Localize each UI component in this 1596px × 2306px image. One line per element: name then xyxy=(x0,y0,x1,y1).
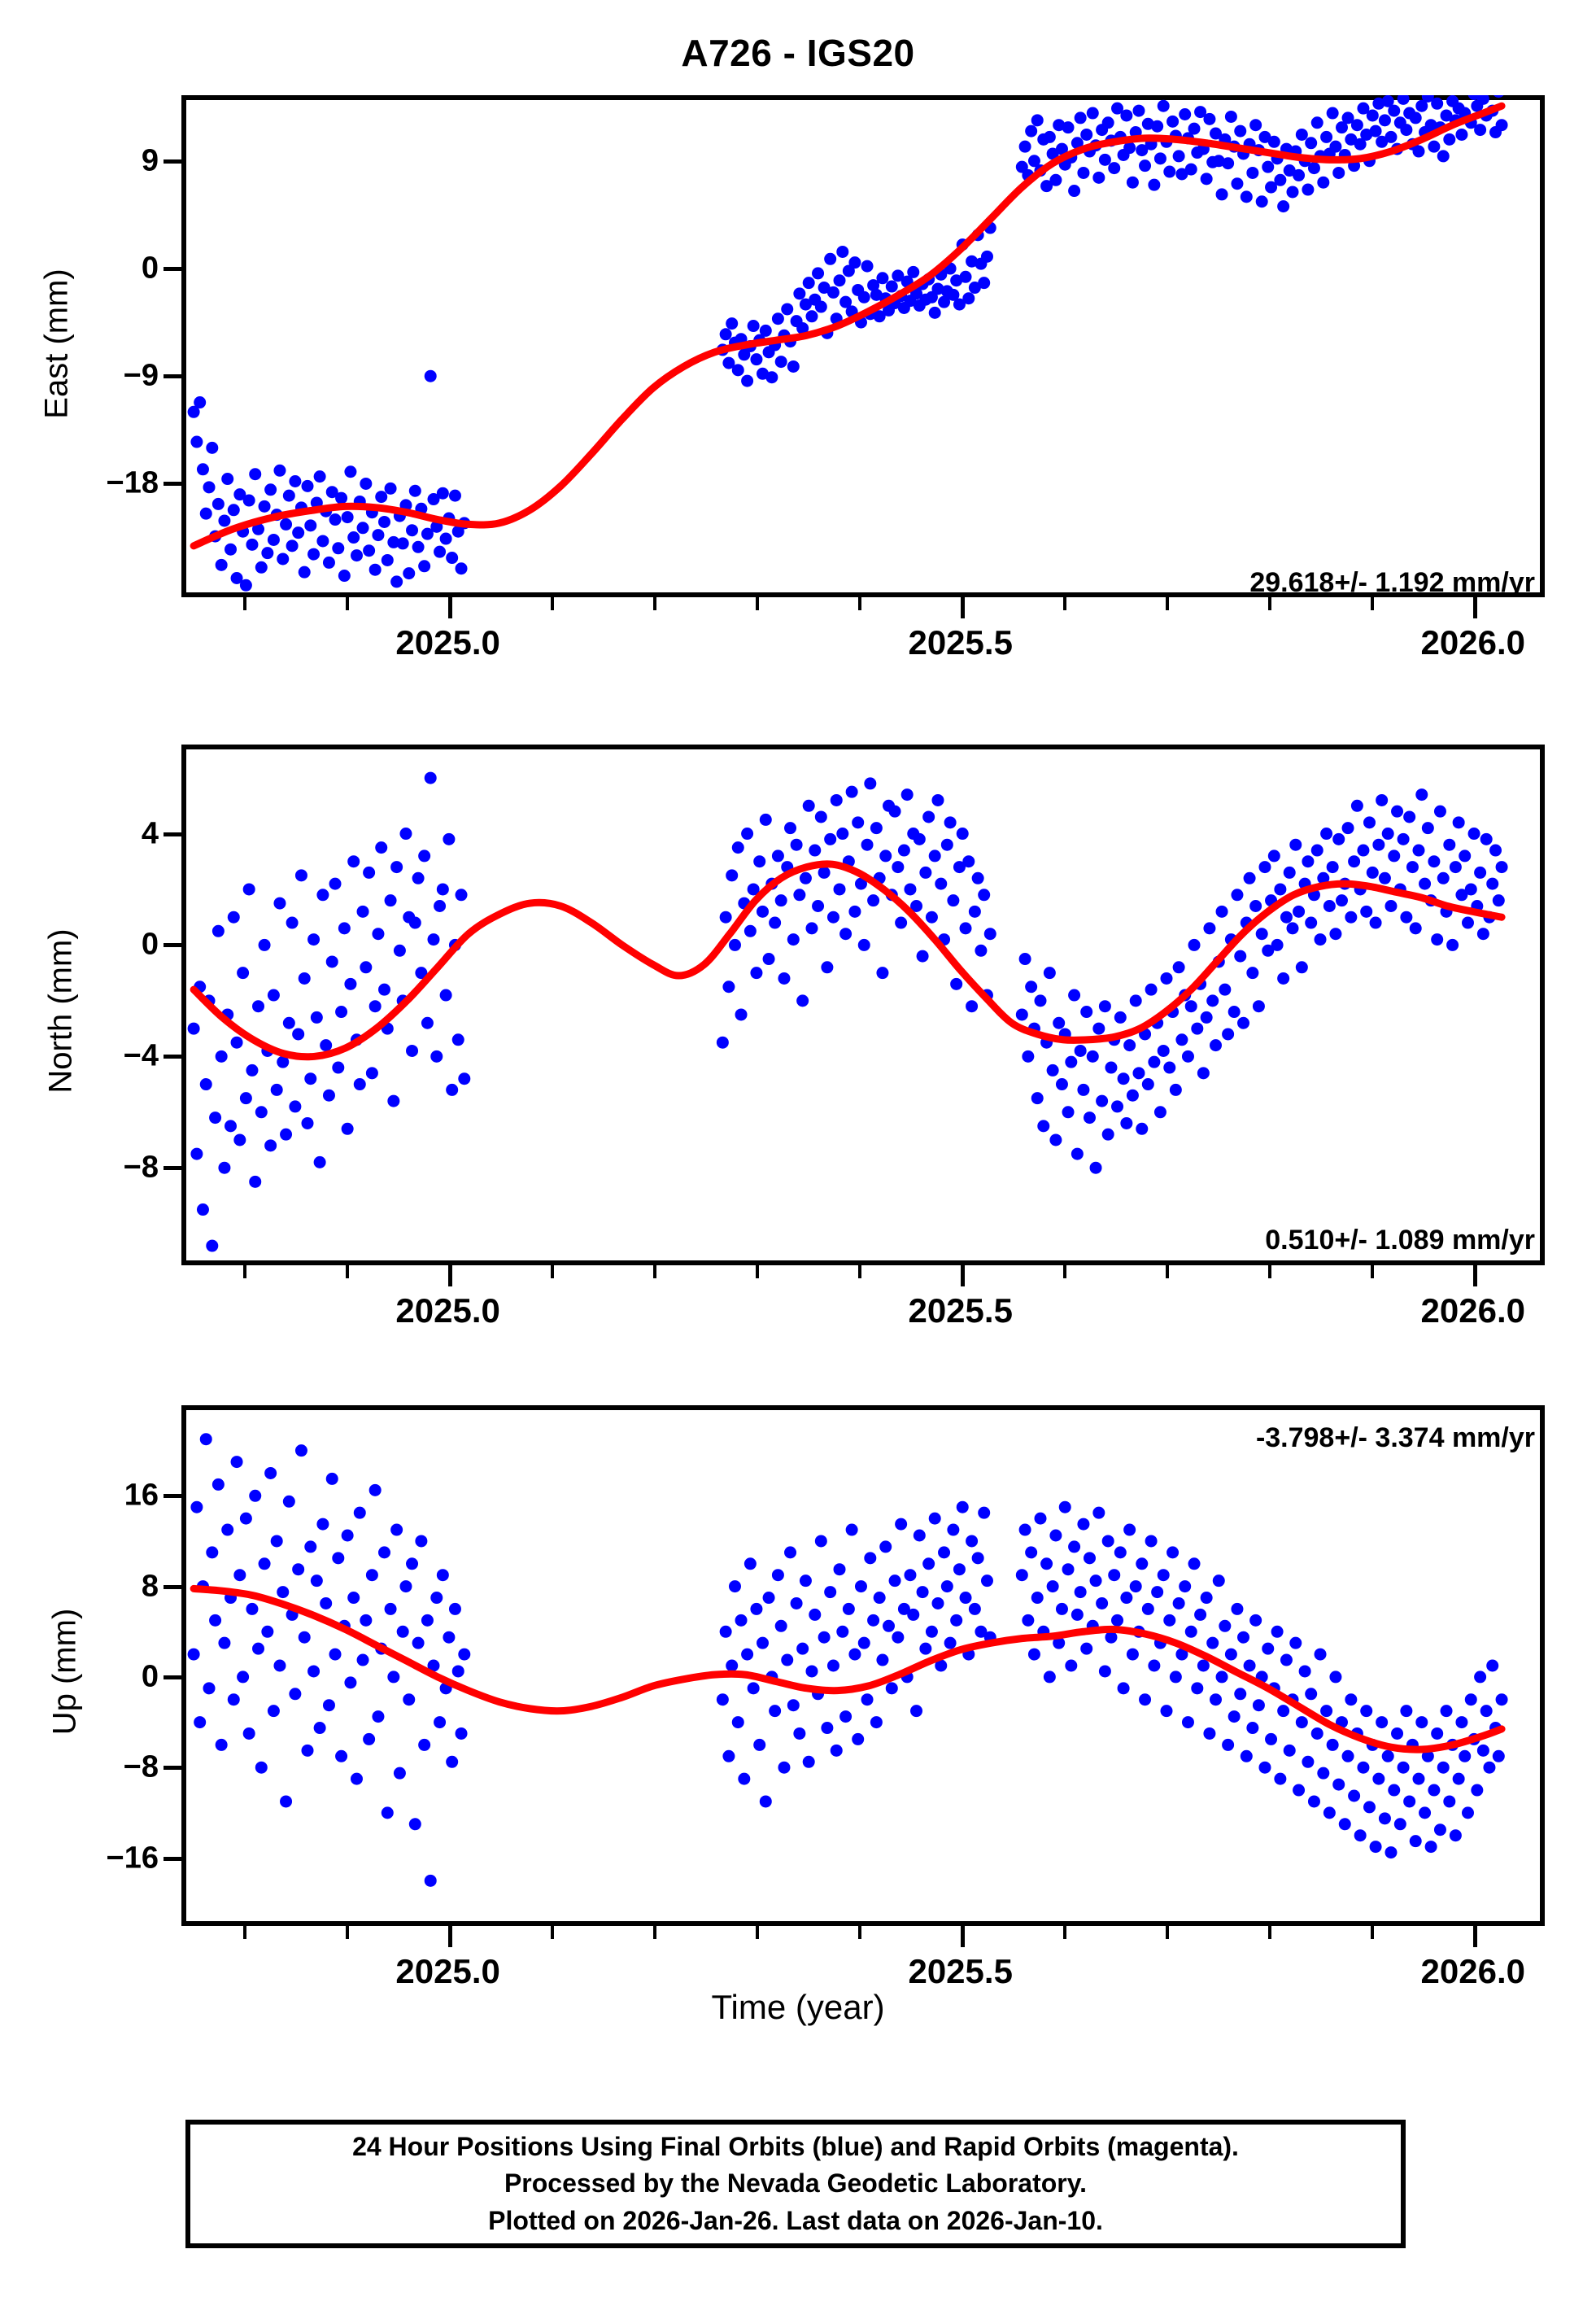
xtick-label-up-1: 2025.5 xyxy=(908,1952,1013,1990)
ytick-label-up-0: 16 xyxy=(124,1478,159,1513)
ytick-label-east-0: 9 xyxy=(141,143,159,178)
xtick-major-east-2 xyxy=(1472,597,1477,618)
xtick-major-up-0 xyxy=(447,1926,452,1947)
xtick-label-east-2: 2026.0 xyxy=(1420,623,1526,662)
panel-north xyxy=(181,745,1545,1265)
axis-title-time: Time (year) xyxy=(711,1988,885,2026)
ytick-label-up-1: 8 xyxy=(141,1569,159,1604)
axis-title-up: Up (mm) xyxy=(46,1608,83,1736)
footer-line-2: Processed by the Nevada Geodetic Laborat… xyxy=(504,2168,1088,2199)
xtick-minor-north-6 xyxy=(1062,1265,1066,1278)
xtick-minor-north-4 xyxy=(755,1265,759,1278)
ytick-label-north-2: −4 xyxy=(123,1038,159,1073)
xtick-minor-up-9 xyxy=(1370,1926,1374,1939)
xtick-minor-north-2 xyxy=(550,1265,554,1278)
ytick-mark-east-0 xyxy=(164,159,181,164)
xtick-minor-north-5 xyxy=(857,1265,861,1278)
xtick-minor-up-3 xyxy=(652,1926,656,1939)
xtick-label-up-0: 2025.0 xyxy=(395,1952,500,1990)
ytick-label-east-2: −9 xyxy=(123,358,159,393)
data-points-up xyxy=(187,1433,1508,1887)
xtick-minor-up-6 xyxy=(1062,1926,1066,1939)
ytick-label-up-3: −8 xyxy=(123,1749,159,1784)
xtick-label-north-0: 2025.0 xyxy=(395,1291,500,1330)
xtick-major-north-2 xyxy=(1472,1265,1477,1286)
xtick-minor-north-3 xyxy=(652,1265,656,1278)
panel-up xyxy=(181,1405,1545,1926)
plot-area-north xyxy=(187,771,1508,1252)
xtick-minor-north-7 xyxy=(1165,1265,1169,1278)
rate-annotation-east: 29.618+/- 1.192 mm/yr xyxy=(1249,567,1535,598)
xtick-major-up-1 xyxy=(960,1926,965,1947)
xtick-minor-east-1 xyxy=(345,597,349,610)
xtick-major-up-2 xyxy=(1472,1926,1477,1947)
xtick-minor-up-5 xyxy=(857,1926,861,1939)
footer-line-1: 24 Hour Positions Using Final Orbits (bl… xyxy=(352,2131,1239,2161)
xtick-minor-east-6 xyxy=(1062,597,1066,610)
ytick-mark-up-0 xyxy=(164,1494,181,1499)
footer-caption-box: 24 Hour Positions Using Final Orbits (bl… xyxy=(185,2120,1406,2248)
fit-line-up xyxy=(190,1584,1506,1754)
ytick-label-east-1: 0 xyxy=(141,251,159,286)
footer-line-3: Plotted on 2026-Jan-26. Last data on 202… xyxy=(488,2205,1103,2235)
xtick-minor-east-7 xyxy=(1165,597,1169,610)
xtick-minor-east-4 xyxy=(755,597,759,610)
xtick-major-north-0 xyxy=(447,1265,452,1286)
xtick-minor-east-8 xyxy=(1267,597,1271,610)
page-title: A726 - IGS20 xyxy=(681,32,915,74)
ytick-mark-up-1 xyxy=(164,1584,181,1589)
ytick-mark-north-3 xyxy=(164,1166,181,1171)
plot-area-east xyxy=(187,95,1508,592)
xtick-major-east-0 xyxy=(447,597,452,618)
xtick-minor-east-0 xyxy=(242,597,246,610)
ytick-mark-east-1 xyxy=(164,267,181,271)
xtick-minor-up-8 xyxy=(1267,1926,1271,1939)
xtick-minor-north-9 xyxy=(1370,1265,1374,1278)
xtick-label-up-2: 2026.0 xyxy=(1420,1952,1526,1990)
fit-line-north xyxy=(190,860,1506,1061)
ytick-label-north-0: 4 xyxy=(141,816,159,851)
xtick-major-north-1 xyxy=(960,1265,965,1286)
panel-east xyxy=(181,95,1545,597)
ytick-mark-up-3 xyxy=(164,1766,181,1771)
plot-area-up xyxy=(187,1433,1508,1887)
ytick-mark-east-2 xyxy=(164,374,181,379)
xtick-minor-east-2 xyxy=(550,597,554,610)
xtick-minor-up-0 xyxy=(242,1926,246,1939)
xtick-minor-north-1 xyxy=(345,1265,349,1278)
axis-title-east: East (mm) xyxy=(38,269,75,419)
axis-title-north: North (mm) xyxy=(42,928,79,1094)
xtick-minor-north-8 xyxy=(1267,1265,1271,1278)
xtick-minor-up-7 xyxy=(1165,1926,1169,1939)
ytick-label-up-4: −16 xyxy=(106,1841,159,1876)
ytick-label-north-1: 0 xyxy=(141,927,159,962)
xtick-minor-up-1 xyxy=(345,1926,349,1939)
xtick-minor-up-2 xyxy=(550,1926,554,1939)
ytick-label-east-3: −18 xyxy=(106,465,159,500)
xtick-minor-north-0 xyxy=(242,1265,246,1278)
xtick-minor-east-9 xyxy=(1370,597,1374,610)
rate-annotation-up: -3.798+/- 3.374 mm/yr xyxy=(1255,1422,1535,1453)
xtick-minor-east-3 xyxy=(652,597,656,610)
ytick-mark-up-2 xyxy=(164,1675,181,1679)
xtick-minor-east-5 xyxy=(857,597,861,610)
xtick-label-north-1: 2025.5 xyxy=(908,1291,1013,1330)
xtick-major-east-1 xyxy=(960,597,965,618)
data-points-north xyxy=(187,771,1508,1252)
xtick-label-north-2: 2026.0 xyxy=(1420,1291,1526,1330)
xtick-label-east-1: 2025.5 xyxy=(908,623,1013,662)
xtick-minor-up-4 xyxy=(755,1926,759,1939)
ytick-mark-up-4 xyxy=(164,1856,181,1861)
xtick-label-east-0: 2025.0 xyxy=(395,623,500,662)
ytick-mark-east-3 xyxy=(164,482,181,487)
fit-line-east xyxy=(190,102,1506,550)
ytick-mark-north-2 xyxy=(164,1055,181,1059)
rate-annotation-north: 0.510+/- 1.089 mm/yr xyxy=(1265,1225,1535,1256)
data-points-east xyxy=(187,95,1508,592)
ytick-mark-north-1 xyxy=(164,943,181,948)
ytick-label-north-3: −8 xyxy=(123,1150,159,1185)
ytick-label-up-2: 0 xyxy=(141,1659,159,1694)
ytick-mark-north-0 xyxy=(164,832,181,836)
